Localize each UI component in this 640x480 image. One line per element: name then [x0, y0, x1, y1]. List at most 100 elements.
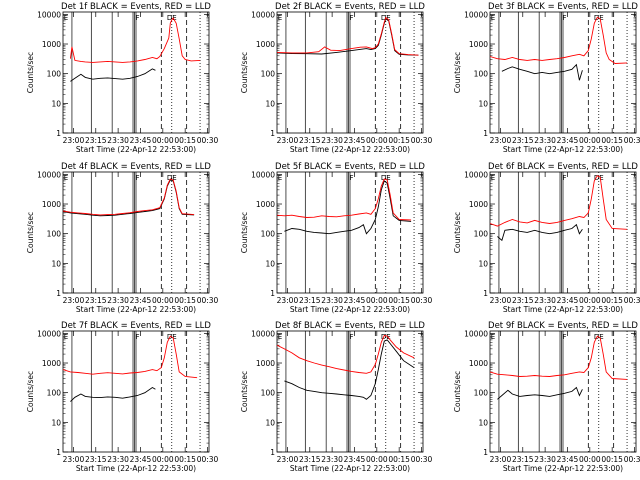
x-axis-label: Start Time (22-Apr-12 22:53:00) [76, 145, 196, 154]
x-tick-label: 00:00 [579, 296, 601, 305]
x-tick-label: 00:30 [197, 296, 219, 305]
y-axis-label: Counts/sec [240, 212, 249, 253]
interval-marker: E [491, 333, 495, 341]
x-tick-label: 00:15 [601, 455, 623, 464]
x-tick-label: 23:30 [534, 296, 556, 305]
panel-title: Det 2f BLACK = Events, RED = LLD [275, 2, 425, 12]
y-tick-label: 100 [261, 389, 276, 398]
y-tick-label: 1000 [256, 40, 275, 49]
series-lld [489, 16, 628, 64]
x-tick-label: 23:15 [299, 296, 321, 305]
panel-title: Det 8f BLACK = Events, RED = LLD [275, 321, 425, 331]
y-axis-label: Counts/sec [453, 52, 462, 93]
y-tick-label: 1000 [42, 40, 61, 49]
x-tick-label: 23:15 [85, 136, 107, 145]
panel-det-2: Det 2f BLACK = Events, RED = LLD 1 10 100 10… [240, 2, 433, 154]
y-axis-label: Counts/sec [240, 52, 249, 93]
x-tick-label: 23:15 [299, 136, 321, 145]
panel-title: Det 7f BLACK = Events, RED = LLD [61, 321, 211, 331]
x-tick-label: 00:15 [174, 296, 196, 305]
x-tick-label: 23:15 [512, 455, 534, 464]
series-events [284, 180, 412, 235]
y-tick-label: 10000 [251, 329, 275, 338]
x-tick-label: 23:30 [107, 136, 129, 145]
x-tick-label: 23:45 [344, 455, 366, 464]
y-tick-label: 10 [478, 99, 488, 108]
x-axis-label: Start Time (22-Apr-12 22:53:00) [290, 145, 410, 154]
x-tick-label: 23:45 [344, 136, 366, 145]
x-tick-label: 23:30 [534, 136, 556, 145]
x-tick-label: 23:45 [557, 136, 579, 145]
interval-marker: F [562, 333, 566, 341]
y-tick-label: 1000 [256, 359, 275, 368]
y-tick-label: 1 [56, 448, 61, 457]
x-tick-label: 23:00 [277, 136, 299, 145]
y-tick-label: 100 [261, 70, 276, 79]
x-tick-label: 23:45 [130, 455, 152, 464]
panel-det-3: Det 3f BLACK = Events, RED = LLD 1 10 100 10… [453, 2, 640, 154]
interval-marker: DE [167, 14, 177, 22]
series-lld [69, 17, 201, 63]
y-tick-label: 1000 [469, 200, 488, 209]
panel-title: Det 9f BLACK = Events, RED = LLD [488, 321, 638, 331]
x-axis-label: Start Time (22-Apr-12 22:53:00) [503, 305, 623, 314]
x-tick-label: 23:30 [321, 455, 343, 464]
interval-marker: F [562, 14, 566, 22]
y-tick-label: 1000 [469, 359, 488, 368]
y-tick-label: 100 [474, 70, 489, 79]
x-tick-label: 00:30 [197, 136, 219, 145]
x-tick-label: 00:00 [366, 455, 388, 464]
x-tick-label: 23:45 [557, 455, 579, 464]
y-tick-label: 10000 [464, 170, 488, 179]
y-tick-label: 10 [51, 259, 61, 268]
interval-marker: DE [167, 174, 177, 182]
x-tick-label: 00:15 [388, 136, 410, 145]
x-tick-label: 23:15 [85, 455, 107, 464]
interval-marker: E [491, 14, 495, 22]
x-tick-label: 00:00 [152, 455, 174, 464]
panel-det-8: Det 8f BLACK = Events, RED = LLD 1 10 100 10… [240, 321, 433, 473]
interval-marker: F [135, 174, 139, 182]
x-axis-label: Start Time (22-Apr-12 22:53:00) [76, 305, 196, 314]
x-tick-label: 00:00 [366, 136, 388, 145]
panel-det-7: Det 7f BLACK = Events, RED = LLD 1 10 100 10… [26, 321, 219, 473]
series-lld [62, 335, 198, 379]
x-tick-label: 23:00 [277, 455, 299, 464]
series-lld [276, 334, 415, 374]
panel-det-6: Det 6f BLACK = Events, RED = LLD 1 10 100 10… [453, 162, 640, 314]
x-tick-label: 23:15 [85, 296, 107, 305]
x-tick-label: 23:45 [130, 136, 152, 145]
panel-title: Det 6f BLACK = Events, RED = LLD [488, 162, 638, 172]
y-tick-label: 100 [261, 230, 276, 239]
x-axis-label: Start Time (22-Apr-12 22:53:00) [290, 464, 410, 473]
series-lld [276, 16, 419, 56]
series-events [501, 63, 583, 81]
y-tick-label: 10 [478, 259, 488, 268]
y-tick-label: 10 [265, 418, 275, 427]
interval-marker: F [349, 14, 353, 22]
y-tick-label: 100 [474, 389, 489, 398]
x-tick-label: 00:15 [388, 455, 410, 464]
panel-title: Det 5f BLACK = Events, RED = LLD [275, 162, 425, 172]
x-tick-label: 00:00 [366, 296, 388, 305]
x-axis-label: Start Time (22-Apr-12 22:53:00) [76, 464, 196, 473]
x-tick-label: 23:45 [557, 296, 579, 305]
x-tick-label: 23:15 [299, 455, 321, 464]
series-lld [489, 175, 628, 230]
x-tick-label: 00:15 [174, 136, 196, 145]
interval-marker: F [349, 333, 353, 341]
interval-marker: F [135, 14, 139, 22]
y-tick-label: 10000 [251, 170, 275, 179]
y-tick-label: 10000 [37, 170, 61, 179]
x-tick-label: 23:30 [321, 136, 343, 145]
y-tick-label: 1 [483, 129, 488, 138]
x-axis-label: Start Time (22-Apr-12 22:53:00) [503, 145, 623, 154]
x-axis-label: Start Time (22-Apr-12 22:53:00) [503, 464, 623, 473]
y-tick-label: 100 [47, 230, 62, 239]
y-tick-label: 1000 [42, 200, 61, 209]
y-tick-label: 1 [483, 289, 488, 298]
y-tick-label: 100 [47, 389, 62, 398]
x-tick-label: 23:30 [107, 455, 129, 464]
x-tick-label: 23:15 [512, 296, 534, 305]
